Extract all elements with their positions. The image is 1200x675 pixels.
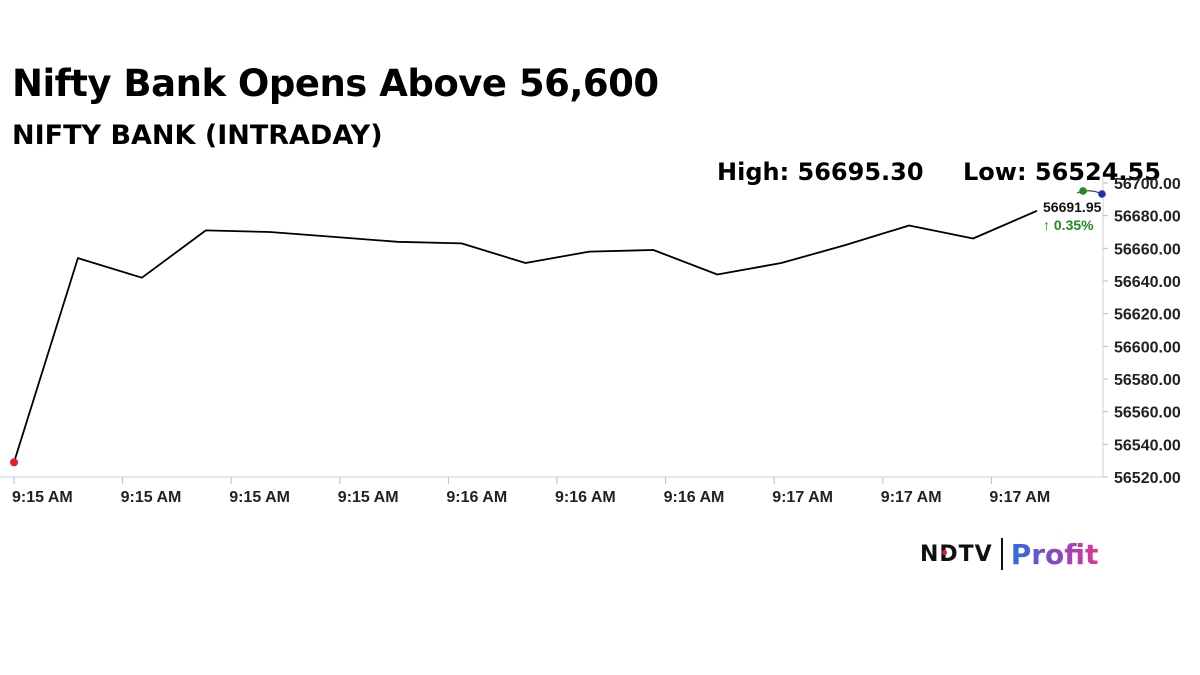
- logo-dot-icon: [942, 550, 947, 555]
- logo-profit-text: Profit: [1010, 537, 1099, 571]
- x-tick-label: 9:17 AM: [881, 489, 942, 506]
- change-percent-label: ↑ 0.35%: [1043, 217, 1094, 233]
- price-line: [13, 209, 1038, 463]
- chart-subtitle: NIFTY BANK (INTRADAY): [12, 120, 383, 151]
- low-value: Low: 56524.55: [963, 158, 1161, 186]
- last-value-label: 56691.95: [1043, 199, 1102, 215]
- y-tick-label: 56540.00: [1114, 437, 1181, 454]
- x-tick-label: 9:17 AM: [989, 489, 1050, 506]
- x-tick-label: 9:16 AM: [555, 489, 616, 506]
- y-tick-label: 56520.00: [1114, 470, 1181, 487]
- x-tick-label: 9:15 AM: [12, 489, 73, 506]
- y-tick-label: 56660.00: [1114, 241, 1181, 258]
- start-point-marker: [10, 458, 18, 467]
- y-tick-label: 56580.00: [1114, 372, 1181, 389]
- low-point-marker: [1098, 190, 1106, 198]
- logo-ndtv-text: NDTV: [920, 541, 993, 567]
- high-value: High: 56695.30: [717, 158, 924, 186]
- y-tick-label: 56600.00: [1114, 339, 1181, 356]
- x-tick-label: 9:16 AM: [664, 489, 725, 506]
- y-tick-label: 56560.00: [1114, 405, 1181, 422]
- x-tick-label: 9:15 AM: [121, 489, 182, 506]
- x-tick-label: 9:15 AM: [229, 489, 290, 506]
- y-tick-label: 56680.00: [1114, 209, 1181, 226]
- ndtv-profit-logo: NDTV Profit: [920, 534, 1098, 574]
- page-title: Nifty Bank Opens Above 56,600: [12, 62, 659, 105]
- y-tick-label: 56620.00: [1114, 307, 1181, 324]
- x-tick-label: 9:15 AM: [338, 489, 399, 506]
- x-tick-label: 9:16 AM: [446, 489, 507, 506]
- logo-separator: [1000, 538, 1003, 570]
- x-tick-label: 9:17 AM: [772, 489, 833, 506]
- y-tick-label: 56640.00: [1114, 274, 1181, 291]
- y-tick-label: 56700.00: [1114, 176, 1181, 193]
- high-point-marker: [1079, 187, 1087, 195]
